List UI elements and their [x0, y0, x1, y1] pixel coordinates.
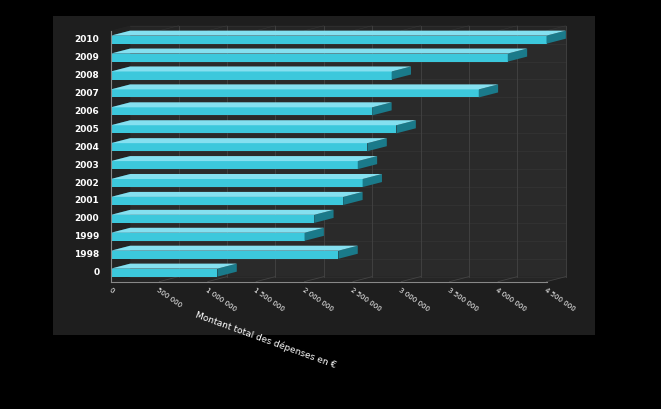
Polygon shape: [111, 102, 391, 107]
Polygon shape: [358, 156, 377, 169]
Text: 2 500 000: 2 500 000: [350, 287, 382, 312]
Text: 0: 0: [93, 268, 99, 277]
Text: 1999: 1999: [74, 232, 99, 241]
Text: 1 000 000: 1 000 000: [204, 287, 237, 312]
Text: 2006: 2006: [75, 107, 99, 116]
Polygon shape: [111, 264, 130, 276]
Polygon shape: [111, 66, 411, 72]
Polygon shape: [368, 138, 387, 151]
Text: 2003: 2003: [75, 161, 99, 170]
Text: 4 500 000: 4 500 000: [543, 287, 576, 312]
Polygon shape: [111, 138, 387, 143]
Polygon shape: [111, 138, 130, 151]
Polygon shape: [111, 26, 566, 31]
Polygon shape: [111, 72, 391, 79]
Polygon shape: [479, 84, 498, 97]
Polygon shape: [314, 210, 334, 223]
Polygon shape: [372, 102, 391, 115]
Polygon shape: [111, 233, 305, 241]
Polygon shape: [111, 174, 130, 187]
Polygon shape: [111, 246, 130, 259]
Polygon shape: [363, 174, 382, 187]
Polygon shape: [111, 102, 130, 115]
Polygon shape: [111, 107, 372, 115]
Polygon shape: [111, 84, 130, 97]
Polygon shape: [391, 66, 411, 79]
Polygon shape: [111, 251, 338, 259]
Polygon shape: [111, 26, 130, 282]
Text: 2002: 2002: [75, 179, 99, 188]
Polygon shape: [111, 192, 130, 205]
Polygon shape: [111, 174, 382, 179]
Text: 4 000 000: 4 000 000: [494, 287, 527, 312]
Polygon shape: [111, 276, 566, 282]
Polygon shape: [111, 66, 130, 79]
Polygon shape: [111, 228, 324, 233]
Text: Montant total des dépenses en €: Montant total des dépenses en €: [194, 310, 338, 370]
Polygon shape: [111, 156, 130, 169]
Polygon shape: [111, 269, 217, 276]
Text: 3 500 000: 3 500 000: [446, 287, 479, 312]
Polygon shape: [111, 156, 377, 161]
Polygon shape: [111, 210, 334, 215]
Polygon shape: [111, 31, 130, 44]
Text: 2004: 2004: [75, 143, 99, 152]
Polygon shape: [111, 228, 130, 241]
Polygon shape: [111, 54, 508, 62]
Polygon shape: [343, 192, 363, 205]
Text: 2008: 2008: [75, 71, 99, 80]
Polygon shape: [111, 120, 416, 125]
Text: 2010: 2010: [75, 35, 99, 44]
Polygon shape: [111, 120, 130, 133]
Text: 2 000 000: 2 000 000: [301, 287, 334, 312]
Text: 3 000 000: 3 000 000: [398, 287, 431, 312]
Polygon shape: [111, 210, 130, 223]
Polygon shape: [111, 49, 527, 54]
Polygon shape: [305, 228, 324, 241]
Polygon shape: [111, 161, 358, 169]
Polygon shape: [111, 143, 368, 151]
Polygon shape: [111, 49, 130, 62]
Polygon shape: [111, 90, 479, 97]
Text: 2001: 2001: [75, 196, 99, 205]
Polygon shape: [111, 84, 498, 90]
Text: 2000: 2000: [75, 214, 99, 223]
Polygon shape: [111, 31, 566, 36]
Polygon shape: [111, 246, 358, 251]
Text: 2009: 2009: [75, 53, 99, 62]
Polygon shape: [111, 36, 547, 44]
Text: 2007: 2007: [75, 89, 99, 98]
Text: 2005: 2005: [75, 125, 99, 134]
Polygon shape: [508, 49, 527, 62]
Polygon shape: [111, 179, 363, 187]
Polygon shape: [217, 264, 237, 276]
Polygon shape: [130, 26, 566, 276]
Text: 1 500 000: 1 500 000: [253, 287, 286, 312]
Text: 1998: 1998: [74, 250, 99, 259]
Polygon shape: [111, 125, 397, 133]
Polygon shape: [111, 264, 237, 269]
Polygon shape: [111, 197, 343, 205]
Polygon shape: [111, 215, 314, 223]
Polygon shape: [111, 192, 363, 197]
Polygon shape: [397, 120, 416, 133]
Text: 500 000: 500 000: [156, 287, 183, 309]
Polygon shape: [547, 31, 566, 44]
Text: 0: 0: [108, 287, 114, 294]
Polygon shape: [338, 246, 358, 259]
